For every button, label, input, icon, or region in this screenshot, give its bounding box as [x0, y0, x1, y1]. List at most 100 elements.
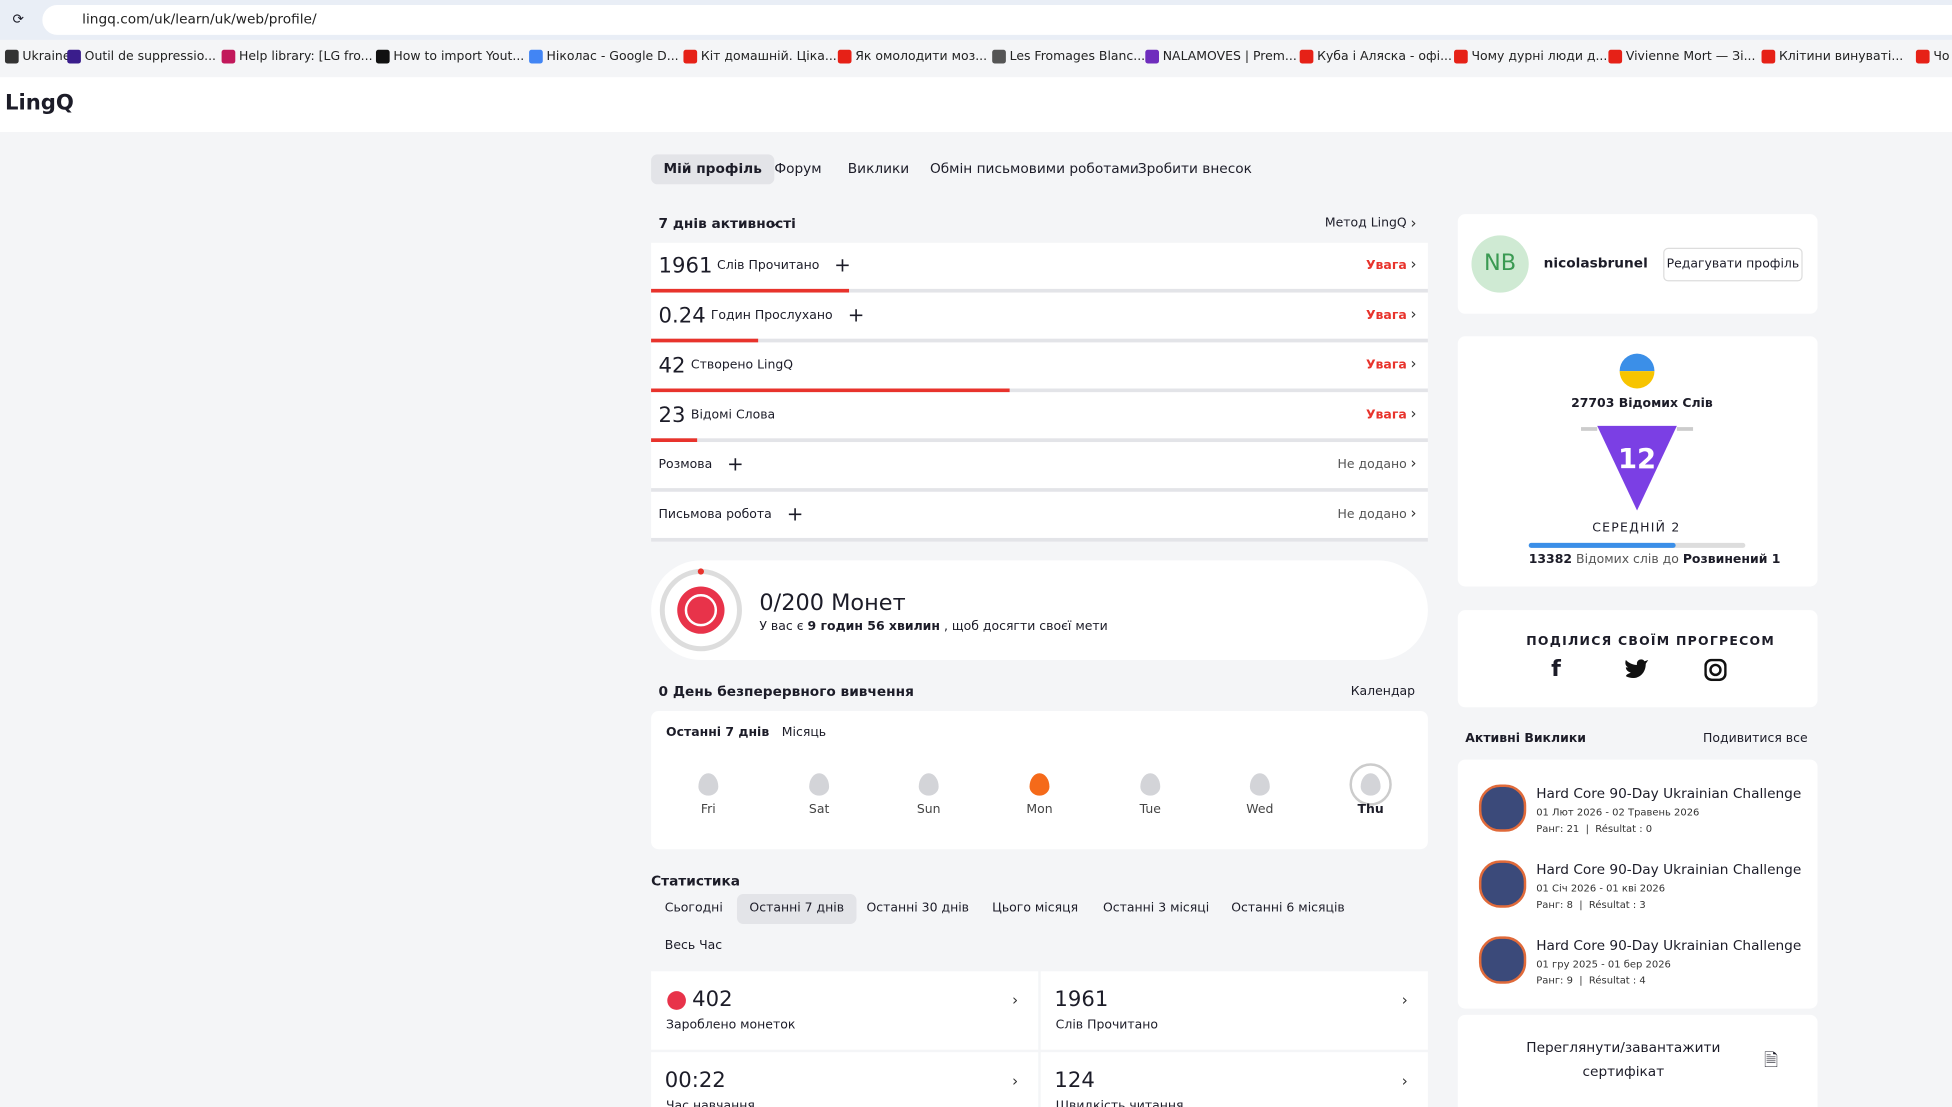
- see-all[interactable]: Подивитися все: [1703, 732, 1808, 746]
- nav-tab[interactable]: Виклики: [847, 160, 910, 177]
- level-progress: [1528, 542, 1676, 548]
- certificate[interactable]: Переглянути/завантажити сертифікат: [1526, 1039, 1721, 1080]
- bookmark[interactable]: Ukraine: [22, 49, 71, 64]
- dropdown-icon[interactable]: ⌄: [768, 214, 780, 231]
- stats-tab[interactable]: Останні 6 місяців: [1231, 901, 1345, 916]
- bookmark-icon[interactable]: [683, 49, 698, 64]
- instagram[interactable]: [1704, 658, 1727, 682]
- certificate-icon[interactable]: 🗎: [1764, 1050, 1779, 1071]
- challenge-meta: Ранг: 9 | Résultat : 4: [1536, 974, 1646, 987]
- bookmark[interactable]: Vivienne Mort — Зі...: [1625, 49, 1756, 64]
- nav-tab[interactable]: Зробити внесок: [1137, 160, 1252, 177]
- twitter[interactable]: [1625, 659, 1650, 680]
- challenge-name[interactable]: Hard Core 90-Day Ukrainian Challenge: [1536, 937, 1802, 954]
- bookmark-icon[interactable]: [1454, 49, 1468, 64]
- next: Розвинений 1: [1682, 552, 1781, 567]
- edit-button[interactable]: Редагувати профіль: [1663, 247, 1803, 282]
- row-status[interactable]: Увага: [1365, 358, 1407, 373]
- stat-value: 402: [692, 987, 733, 1013]
- bookmark-icon[interactable]: [375, 49, 390, 64]
- coins-text: У вас є 9 годин 56 хвилин , щоб досягти …: [759, 620, 1107, 634]
- bookmark[interactable]: Чому дурні люди д...: [1471, 49, 1608, 64]
- challenge-meta: Ранг: 21 | Résultat : 0: [1536, 823, 1653, 835]
- tab[interactable]: Останні 7 днів: [666, 725, 770, 740]
- stat-label: Час навчання: [666, 1099, 755, 1107]
- challenge-badge: [1478, 936, 1527, 984]
- bookmark-icon[interactable]: [1608, 49, 1623, 64]
- bookmark-icon[interactable]: [1299, 49, 1314, 64]
- bookmark[interactable]: How to import Yout...: [393, 49, 525, 64]
- row-status[interactable]: Не додано: [1337, 508, 1407, 522]
- stat-card[interactable]: [651, 971, 1039, 1050]
- challenge-name[interactable]: Hard Core 90-Day Ukrainian Challenge: [1536, 785, 1802, 802]
- level-track: [1528, 542, 1746, 548]
- certificate-card[interactable]: [1457, 1014, 1818, 1107]
- plus[interactable]: +: [834, 252, 851, 277]
- bookmark[interactable]: Ніколас - Google D...: [546, 49, 679, 64]
- level-badge: [1581, 353, 1694, 511]
- activity-row[interactable]: [651, 292, 1428, 343]
- stat-card[interactable]: [1040, 971, 1428, 1050]
- bookmark-icon[interactable]: [837, 49, 852, 64]
- stats-tab[interactable]: Весь Час: [664, 938, 723, 953]
- coins-title: 0/200 Монет: [759, 590, 906, 617]
- bookmark[interactable]: Клітини винуваті...: [1778, 49, 1904, 64]
- text: , щоб досягти своєї мети: [943, 620, 1108, 634]
- row-status[interactable]: Увага: [1365, 259, 1407, 273]
- bookmark[interactable]: Як омолодити моз...: [855, 49, 988, 64]
- avatar[interactable]: NB: [1471, 235, 1529, 293]
- activity-row[interactable]: [651, 442, 1428, 492]
- bookmark-icon[interactable]: [221, 49, 236, 64]
- level-remaining: 13382 Відомих слів до Розвинений 1: [1529, 553, 1781, 567]
- bookmark-icon[interactable]: [1761, 49, 1776, 64]
- stat-card[interactable]: [1040, 1052, 1428, 1107]
- bookmark-icon[interactable]: [1145, 49, 1160, 64]
- row-status[interactable]: Не додано: [1337, 458, 1407, 472]
- method-link[interactable]: Метод LingQ: [1324, 216, 1407, 231]
- bookmark-icon[interactable]: [67, 49, 81, 64]
- stat-card[interactable]: [651, 1052, 1039, 1107]
- bookmark-icon[interactable]: [4, 49, 19, 64]
- stats-tab[interactable]: Останні 3 місяці: [1102, 901, 1210, 916]
- calendar-link[interactable]: Календар: [1350, 684, 1416, 699]
- logo[interactable]: LingQ: [4, 90, 74, 116]
- row-status[interactable]: Увага: [1365, 308, 1407, 323]
- plus[interactable]: +: [847, 302, 865, 327]
- plus[interactable]: +: [727, 452, 744, 476]
- facebook[interactable]: f: [1551, 656, 1561, 683]
- url[interactable]: lingq.com/uk/learn/uk/web/profile/: [82, 11, 317, 28]
- url-field[interactable]: [42, 4, 1952, 35]
- bookmark-icon[interactable]: [992, 49, 1006, 64]
- row-status[interactable]: Увага: [1365, 408, 1407, 423]
- tab[interactable]: Місяць: [781, 725, 827, 740]
- stats-tab[interactable]: Сьогодні: [664, 901, 723, 916]
- bookmark[interactable]: Чо: [1933, 49, 1950, 64]
- nav-tab[interactable]: Форум: [774, 160, 822, 177]
- activity-row[interactable]: [651, 491, 1428, 542]
- bookmark[interactable]: Кіт домашній. Ціка...: [700, 49, 837, 64]
- activity-row[interactable]: [651, 342, 1428, 393]
- stats-tab[interactable]: Останні 30 днів: [866, 901, 970, 916]
- challenge-name[interactable]: Hard Core 90-Day Ukrainian Challenge: [1536, 861, 1802, 878]
- bookmark[interactable]: Les Fromages Blanc...: [1009, 49, 1146, 64]
- stats-tab[interactable]: Останні 7 днів: [736, 894, 857, 924]
- plus[interactable]: +: [786, 501, 804, 526]
- stat-label: Зароблено монеток: [666, 1018, 796, 1033]
- chevron: ›: [1012, 991, 1019, 1009]
- bookmark[interactable]: Outil de suppressio...: [84, 49, 217, 64]
- bookmark-icon[interactable]: [1915, 49, 1930, 64]
- nav-tab[interactable]: Обмін письмовими роботами: [929, 160, 1139, 177]
- nav-tab[interactable]: Мій профіль: [651, 154, 775, 185]
- reload[interactable]: ⟳: [12, 11, 24, 28]
- bookmark-icon[interactable]: [529, 49, 543, 64]
- activity-title[interactable]: 7 днів активності: [658, 215, 796, 232]
- bookmark[interactable]: NALAMOVES | Prem...: [1162, 49, 1297, 64]
- text: Відомих слів до: [1576, 552, 1679, 567]
- challenges-title: Активні Виклики: [1465, 732, 1587, 746]
- activity-row[interactable]: [651, 242, 1428, 293]
- activity-row[interactable]: [651, 392, 1428, 443]
- stats-tab[interactable]: Цього місяця: [992, 901, 1079, 916]
- bookmark[interactable]: Куба і Аляска - офі...: [1317, 49, 1452, 64]
- chevron: ›: [1410, 354, 1417, 373]
- bookmark[interactable]: Help library: [LG fro...: [239, 49, 373, 64]
